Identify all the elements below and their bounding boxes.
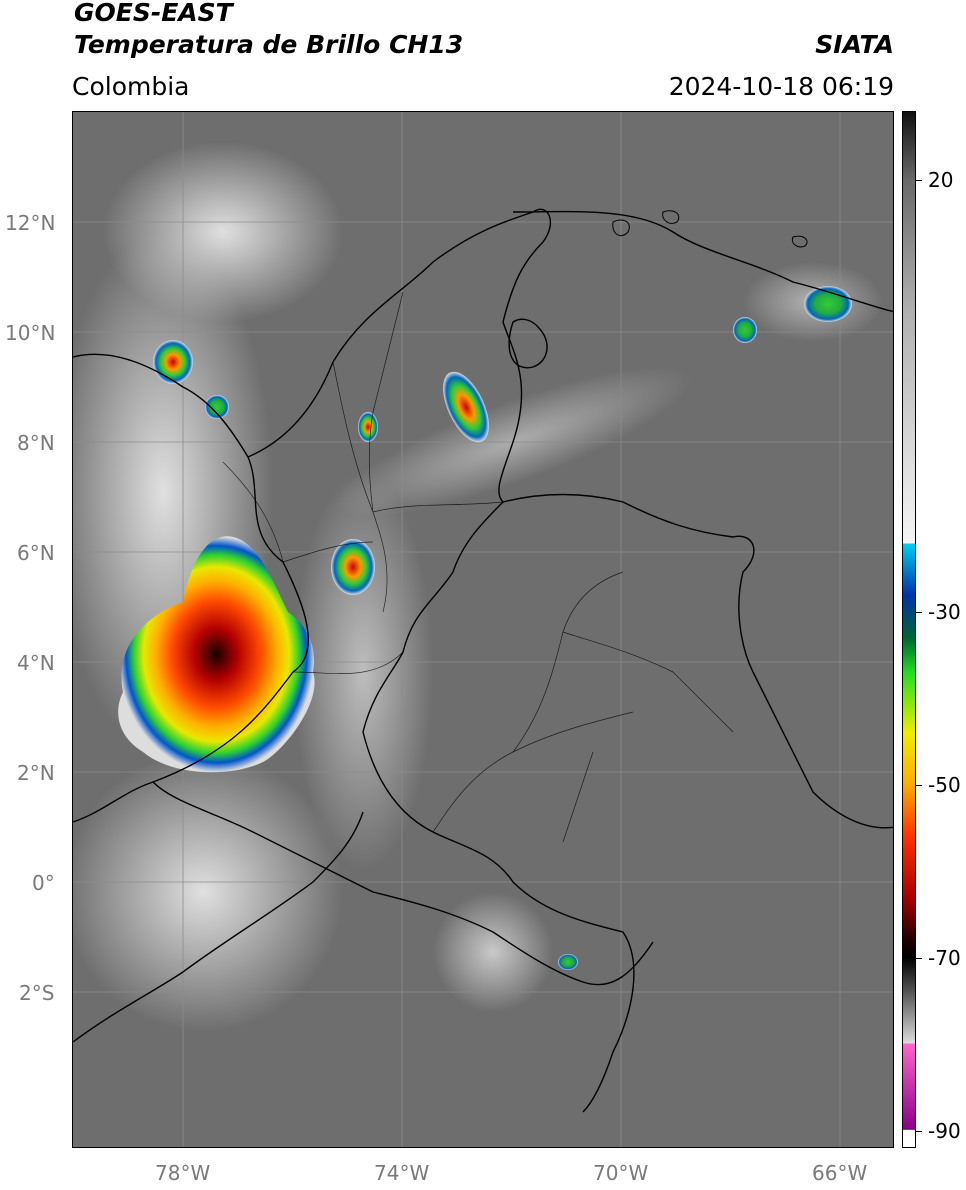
map-canvas xyxy=(73,112,893,1147)
islands xyxy=(612,210,808,248)
storm-magdalena xyxy=(331,539,375,595)
lon-label-70w: 70°W xyxy=(593,1161,649,1185)
colorbar-tick xyxy=(916,1130,922,1132)
ecuador-peru-border xyxy=(73,811,364,1043)
storm-santander xyxy=(358,412,378,442)
lat-label-2n: 2°N xyxy=(17,761,55,785)
lat-label-12n: 12°N xyxy=(5,211,56,235)
storm-catatumbo xyxy=(443,371,489,443)
cloud-caribbean-west xyxy=(103,142,343,322)
product-title: Temperatura de Brillo CH13 xyxy=(74,30,464,59)
agency-label: SIATA xyxy=(815,30,894,59)
colorbar-tick xyxy=(916,180,922,182)
colorbar-tick xyxy=(916,957,922,959)
lon-label-78w: 78°W xyxy=(155,1161,211,1185)
storm-east-2 xyxy=(733,317,757,343)
venezuela-coast xyxy=(512,210,893,313)
department-borders xyxy=(222,291,734,843)
colorbar-tick-label: -30 xyxy=(928,600,961,625)
storm-darien xyxy=(205,395,229,419)
satellite-map xyxy=(72,111,894,1148)
lat-label-10n: 10°N xyxy=(5,321,56,345)
region-label: Colombia xyxy=(72,72,190,101)
lat-label-0: 0° xyxy=(32,871,55,895)
cloud-amazon xyxy=(433,892,553,1012)
colorbar-tick xyxy=(916,785,922,787)
colombia-north-east xyxy=(247,208,893,829)
lat-label-2s: 2°S xyxy=(19,981,55,1005)
datetime-label: 2024-10-18 06:19 xyxy=(668,72,894,101)
temperature-colorbar xyxy=(902,111,916,1148)
lat-label-6n: 6°N xyxy=(17,541,55,565)
storm-main xyxy=(118,536,315,773)
storm-uraba xyxy=(153,340,193,384)
colorbar-tick-label: 20 xyxy=(928,168,954,193)
storm-amazon xyxy=(558,954,578,970)
colorbar-tick-label: -50 xyxy=(928,773,961,798)
colorbar-tick-label: -90 xyxy=(928,1118,961,1143)
lon-label-66w: 66°W xyxy=(812,1161,868,1185)
lat-label-8n: 8°N xyxy=(17,431,55,455)
maracaibo-lake xyxy=(508,318,548,369)
colorbar-tick-label: -70 xyxy=(928,945,961,970)
cloud-pacific-south xyxy=(73,752,343,1032)
colorbar-tick xyxy=(916,612,922,614)
colombia-south xyxy=(152,781,654,986)
satellite-title: GOES-EAST xyxy=(74,0,233,27)
lat-label-4n: 4°N xyxy=(17,651,55,675)
lon-label-74w: 74°W xyxy=(374,1161,430,1185)
